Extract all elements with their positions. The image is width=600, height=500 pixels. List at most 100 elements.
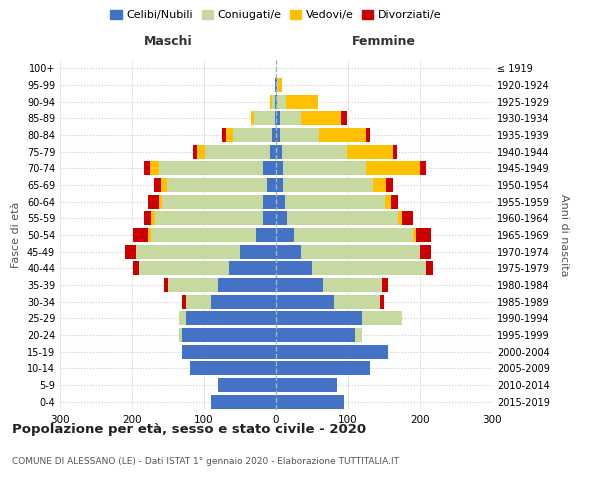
Bar xyxy=(280,128,319,142)
Bar xyxy=(276,311,362,326)
Bar xyxy=(158,161,263,176)
Bar xyxy=(420,161,426,176)
Bar xyxy=(277,78,278,92)
Bar xyxy=(263,161,276,176)
Bar xyxy=(341,112,347,126)
Bar xyxy=(161,178,167,192)
Bar xyxy=(283,161,366,176)
Bar xyxy=(276,194,284,209)
Bar xyxy=(168,278,218,292)
Text: COMUNE DI ALESSANO (LE) - Dati ISTAT 1° gennaio 2020 - Elaborazione TUTTITALIA.I: COMUNE DI ALESSANO (LE) - Dati ISTAT 1° … xyxy=(12,458,399,466)
Bar xyxy=(186,294,211,308)
Bar xyxy=(150,161,158,176)
Bar xyxy=(254,112,275,126)
Bar xyxy=(133,261,139,276)
Bar xyxy=(154,178,161,192)
Y-axis label: Anni di nascita: Anni di nascita xyxy=(559,194,569,276)
Bar xyxy=(366,128,370,142)
Bar xyxy=(366,161,420,176)
Bar xyxy=(179,328,182,342)
Bar xyxy=(211,394,276,409)
Bar xyxy=(276,244,301,259)
Bar xyxy=(294,228,413,242)
Bar xyxy=(334,294,380,308)
Bar xyxy=(276,128,280,142)
Bar xyxy=(190,361,276,376)
Bar xyxy=(251,112,254,126)
Bar xyxy=(144,211,151,226)
Bar xyxy=(276,211,287,226)
Y-axis label: Fasce di età: Fasce di età xyxy=(11,202,21,268)
Bar xyxy=(218,378,276,392)
Bar xyxy=(256,228,276,242)
Bar xyxy=(283,178,373,192)
Bar xyxy=(319,128,366,142)
Bar xyxy=(286,94,319,109)
Bar xyxy=(391,194,398,209)
Bar xyxy=(386,178,394,192)
Bar xyxy=(151,211,155,226)
Bar xyxy=(301,112,341,126)
Bar xyxy=(276,161,283,176)
Bar xyxy=(240,244,276,259)
Bar xyxy=(226,128,233,142)
Bar xyxy=(385,194,391,209)
Bar xyxy=(276,294,334,308)
Bar xyxy=(275,78,276,92)
Bar xyxy=(275,112,276,126)
Bar xyxy=(420,244,431,259)
Bar xyxy=(402,211,413,226)
Bar xyxy=(139,261,229,276)
Bar xyxy=(276,144,282,159)
Text: Popolazione per età, sesso e stato civile - 2020: Popolazione per età, sesso e stato civil… xyxy=(12,422,366,436)
Bar xyxy=(272,94,275,109)
Bar xyxy=(355,328,362,342)
Bar xyxy=(182,344,276,359)
Bar xyxy=(276,378,337,392)
Bar xyxy=(398,211,402,226)
Text: Femmine: Femmine xyxy=(352,34,416,48)
Bar xyxy=(133,228,148,242)
Bar xyxy=(186,311,276,326)
Bar xyxy=(426,261,433,276)
Bar xyxy=(276,178,283,192)
Bar xyxy=(394,144,397,159)
Text: Maschi: Maschi xyxy=(143,34,193,48)
Bar xyxy=(276,394,344,409)
Bar xyxy=(148,194,158,209)
Bar xyxy=(276,344,388,359)
Bar xyxy=(276,94,277,109)
Bar xyxy=(158,194,162,209)
Bar xyxy=(222,128,226,142)
Bar xyxy=(272,128,276,142)
Bar xyxy=(347,144,394,159)
Legend: Celibi/Nubili, Coniugati/e, Vedovi/e, Divorziati/e: Celibi/Nubili, Coniugati/e, Vedovi/e, Di… xyxy=(106,6,446,25)
Bar xyxy=(301,244,420,259)
Bar xyxy=(211,294,276,308)
Bar xyxy=(287,211,398,226)
Bar xyxy=(413,228,416,242)
Bar xyxy=(268,178,276,192)
Bar xyxy=(233,128,272,142)
Bar xyxy=(278,78,282,92)
Bar xyxy=(362,311,402,326)
Bar xyxy=(164,278,168,292)
Bar xyxy=(270,94,272,109)
Bar xyxy=(280,112,301,126)
Bar xyxy=(380,294,384,308)
Bar xyxy=(125,244,136,259)
Bar xyxy=(416,228,431,242)
Bar xyxy=(136,244,240,259)
Bar xyxy=(276,361,370,376)
Bar xyxy=(275,94,276,109)
Bar xyxy=(155,211,263,226)
Bar xyxy=(179,311,186,326)
Bar xyxy=(276,328,355,342)
Bar xyxy=(197,144,205,159)
Bar xyxy=(276,228,294,242)
Bar xyxy=(323,278,382,292)
Bar xyxy=(182,328,276,342)
Bar xyxy=(276,261,312,276)
Bar xyxy=(312,261,426,276)
Bar xyxy=(277,94,286,109)
